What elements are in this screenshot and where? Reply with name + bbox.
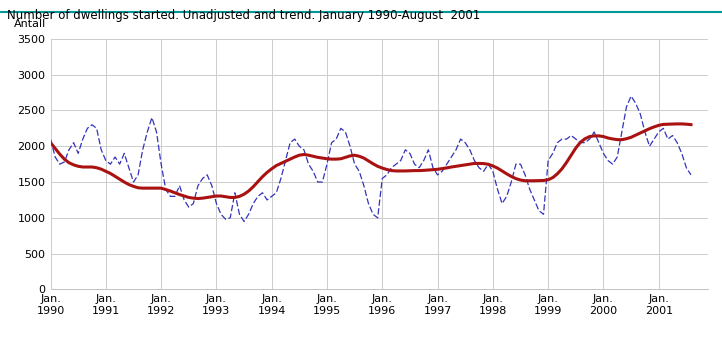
Number of dwellings, unadjusted [69,140,78,145]
Number of dwellings, unadjusted [687,173,695,177]
Number of dwellings, unadjusted [240,219,248,223]
Number of dwellings, unadjusted [162,187,170,191]
Text: Number of dwellings started. Unadjusted and trend. January 1990-August  2001: Number of dwellings started. Unadjusted … [7,9,480,22]
Antall boliger, trend [193,196,202,201]
Antall boliger, trend [162,187,170,192]
Number of dwellings, unadjusted [83,126,92,131]
Antall boliger, trend [46,140,55,145]
Number of dwellings, unadjusted [46,137,55,141]
Antall boliger, trend [69,163,78,167]
Text: Antall: Antall [14,19,47,29]
Antall boliger, trend [110,174,119,178]
Antall boliger, trend [687,122,695,127]
Number of dwellings, unadjusted [369,212,378,216]
Antall boliger, trend [83,165,92,169]
Antall boliger, trend [673,122,682,126]
Antall boliger, trend [369,162,378,166]
Antall boliger, trend [318,156,327,160]
Number of dwellings, unadjusted [318,180,327,184]
Line: Number of dwellings, unadjusted: Number of dwellings, unadjusted [51,96,691,221]
Number of dwellings, unadjusted [627,94,635,98]
Line: Antall boliger, trend: Antall boliger, trend [51,124,691,198]
Number of dwellings, unadjusted [110,155,119,159]
